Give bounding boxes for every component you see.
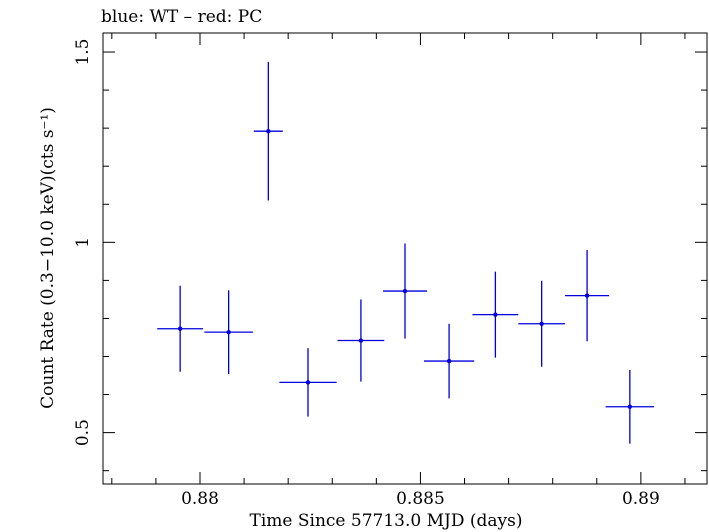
data-point	[253, 61, 283, 201]
point-marker	[226, 329, 231, 335]
y-tick-label: 1.5	[73, 39, 93, 66]
data-point	[279, 348, 337, 417]
point-marker	[358, 338, 364, 343]
point-marker	[539, 321, 544, 326]
x-tick-label: 0.89	[622, 489, 660, 509]
point-marker	[266, 128, 271, 134]
y-tick-label: 0.5	[73, 419, 93, 446]
data-point	[204, 290, 253, 375]
y-tick-label: 1	[73, 237, 93, 248]
point-marker	[402, 288, 408, 294]
x-axis-label: Time Since 57713.0 MJD (days)	[250, 511, 523, 531]
data-point	[337, 299, 385, 382]
point-marker	[305, 380, 311, 385]
point-marker	[584, 293, 590, 298]
chart-title: blue: WT – red: PC	[101, 7, 262, 27]
data-point	[518, 280, 566, 367]
data-point	[157, 285, 204, 372]
x-tick-label: 0.88	[181, 489, 219, 509]
point-marker	[627, 404, 633, 409]
point-marker	[177, 326, 183, 331]
point-marker	[493, 312, 498, 317]
y-axis-label: Count Rate (0.3−10.0 keV)(cts s⁻¹)	[38, 107, 58, 409]
x-tick-label: 0.885	[396, 489, 445, 509]
x-axis: 0.88 0.885 0.89	[111, 33, 686, 509]
y-axis: 0.5 1 1.5	[73, 39, 707, 472]
data-point	[472, 271, 519, 358]
point-marker	[446, 358, 452, 364]
data-point	[382, 243, 428, 339]
data-point	[605, 369, 655, 444]
data-series-wt	[157, 61, 655, 444]
data-point	[565, 249, 610, 342]
data-point	[423, 323, 475, 399]
plot-frame	[102, 32, 708, 485]
